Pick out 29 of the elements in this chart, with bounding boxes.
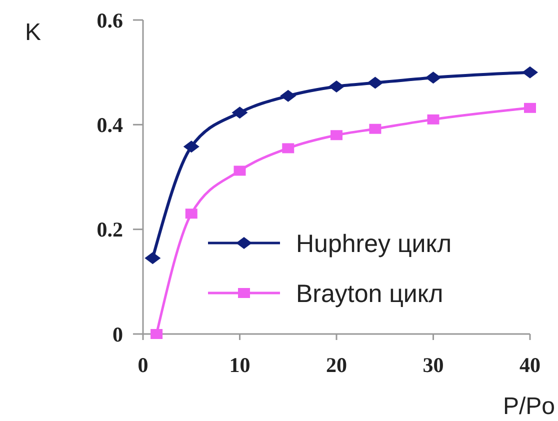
x-tick-label: 0: [138, 353, 148, 377]
x-tick-label: 10: [229, 353, 250, 377]
point: [524, 102, 536, 113]
point: [328, 80, 344, 92]
point: [427, 114, 440, 124]
point: [150, 329, 163, 339]
point: [425, 72, 442, 84]
y-axis-title: K: [25, 19, 42, 46]
y-tick-label: 0.2: [96, 218, 123, 242]
y-tick-label: 0: [112, 322, 123, 346]
point: [522, 66, 538, 78]
point: [282, 143, 294, 154]
point: [234, 166, 246, 176]
point: [330, 130, 342, 140]
point: [369, 124, 382, 134]
point: [367, 76, 384, 89]
point: [185, 208, 198, 219]
point: [144, 252, 161, 264]
x-tick-label: 20: [326, 353, 347, 377]
point: [232, 106, 248, 119]
legend-label: Brayton цикл: [296, 280, 444, 308]
point: [280, 90, 296, 102]
x-tick-label: 40: [520, 353, 540, 377]
y-tick-label: 0.6: [96, 8, 123, 32]
y-tick-label: 0.4: [96, 113, 124, 138]
x-axis-title: P/Po: [502, 393, 555, 420]
x-tick-label: 30: [422, 353, 444, 377]
legend-label: Huphrey цикл: [296, 230, 452, 258]
point: [183, 140, 200, 153]
